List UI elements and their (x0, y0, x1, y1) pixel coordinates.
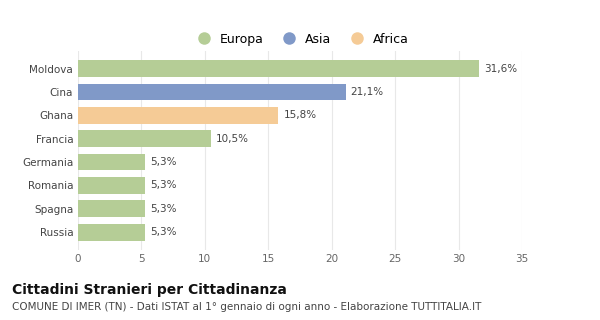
Text: 31,6%: 31,6% (484, 64, 517, 74)
Bar (78, 154, 145, 171)
Bar (78, 130, 211, 147)
Text: 15,8%: 15,8% (284, 110, 317, 120)
Bar (78, 224, 145, 241)
Legend: Europa, Asia, Africa: Europa, Asia, Africa (187, 28, 413, 51)
Text: 5,3%: 5,3% (151, 204, 177, 214)
Text: COMUNE DI IMER (TN) - Dati ISTAT al 1° gennaio di ogni anno - Elaborazione TUTTI: COMUNE DI IMER (TN) - Dati ISTAT al 1° g… (12, 302, 481, 312)
Text: 5,3%: 5,3% (151, 157, 177, 167)
Text: 10,5%: 10,5% (216, 134, 249, 144)
Bar (78, 84, 346, 100)
Bar (78, 177, 145, 194)
Text: 21,1%: 21,1% (351, 87, 384, 97)
Text: 5,3%: 5,3% (151, 227, 177, 237)
Text: 5,3%: 5,3% (151, 180, 177, 190)
Bar (78, 107, 278, 124)
Bar (78, 200, 145, 217)
Text: Cittadini Stranieri per Cittadinanza: Cittadini Stranieri per Cittadinanza (12, 283, 287, 297)
Bar (78, 60, 479, 77)
